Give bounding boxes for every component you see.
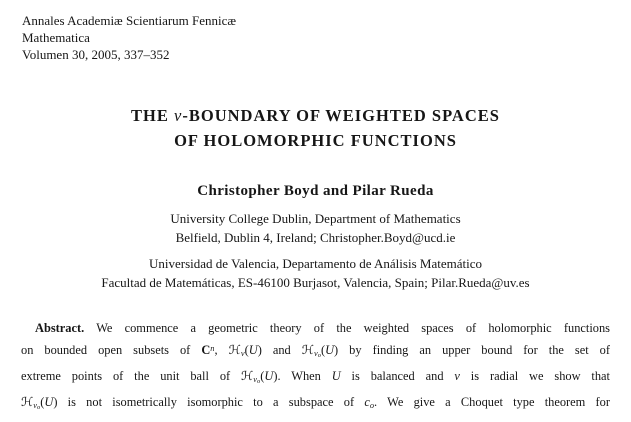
paper-title-line-2: OF HOLOMORPHIC FUNCTIONS <box>174 131 457 150</box>
journal-series: Mathematica <box>22 30 90 45</box>
paper-title-line-1: THE v-BOUNDARY OF WEIGHTED SPACES <box>131 106 500 125</box>
abstract-line-3: extreme points of the unit ball of ℋvo(U… <box>21 368 610 386</box>
abstract-line-2: on bounded open subsets of Cn, ℋv(U) and… <box>21 341 610 360</box>
affiliation-valencia-line-2: Facultad de Matemáticas, ES-46100 Burjas… <box>101 275 530 290</box>
journal-header: Annales Academiæ Scientiarum Fennicæ Mat… <box>22 0 609 63</box>
abstract-block: Abstract. We commence a geometric theory… <box>21 318 610 422</box>
journal-name: Annales Academiæ Scientiarum Fennicæ <box>22 13 237 28</box>
authors-line: Christopher Boyd and Pilar Rueda <box>197 183 434 199</box>
paper-title: THE v-BOUNDARY OF WEIGHTED SPACES OF HOL… <box>22 103 609 153</box>
affiliation-dublin-line-1: University College Dublin, Department of… <box>170 211 461 226</box>
abstract-line-5: ℋvo(U) and use it to study the centralis… <box>21 418 610 422</box>
affiliation-valencia-line-1: Universidad de Valencia, Departamento de… <box>149 256 482 271</box>
page-content: Annales Academiæ Scientiarum Fennicæ Mat… <box>22 0 609 292</box>
affiliation-dublin: University College Dublin, Department of… <box>22 209 609 247</box>
affiliation-dublin-line-2: Belfield, Dublin 4, Ireland; Christopher… <box>175 230 456 245</box>
abstract-line-1: Abstract. We commence a geometric theory… <box>35 321 610 335</box>
abstract-line-4: ℋvo(U) is not isometrically isomorphic t… <box>21 394 610 412</box>
journal-volume-pages: Volumen 30, 2005, 337–352 <box>22 47 170 62</box>
affiliation-valencia: Universidad de Valencia, Departamento de… <box>22 254 609 292</box>
